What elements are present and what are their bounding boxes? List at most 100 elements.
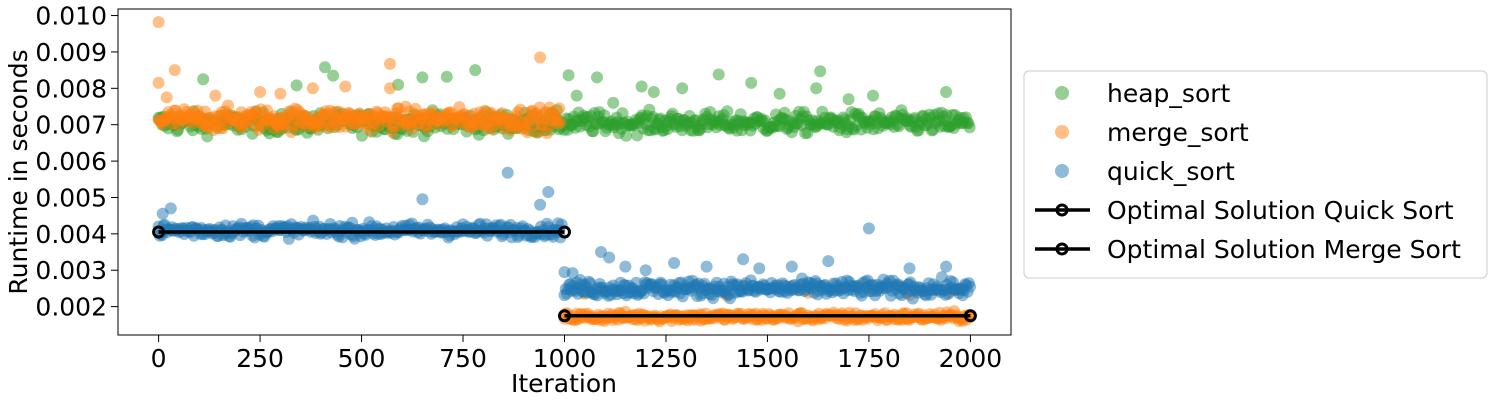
heap_sort-point <box>591 71 603 84</box>
y-axis-ticks: 0.002 0.003 0.004 0.005 0.006 0.007 0.008 0.009… <box>35 2 118 322</box>
legend-entry-heap_sort: heap_sort <box>1055 79 1231 108</box>
merge_sort-point <box>254 86 267 98</box>
heap_sort-point <box>635 80 648 93</box>
quick_sort-point <box>903 262 916 275</box>
merge_sort-point <box>554 116 567 129</box>
quick_sort-point <box>554 231 567 244</box>
quick_sort-point <box>619 260 632 273</box>
legend-frame <box>1023 70 1488 279</box>
heap_sort-point <box>676 82 689 95</box>
merge_sort-point <box>534 51 547 64</box>
quick_sort-point <box>534 198 547 211</box>
y-axis-title: Runtime in seconds <box>4 49 33 294</box>
quick_sort-point <box>416 193 429 206</box>
series-quick_sort <box>152 166 976 305</box>
heap_sort-point <box>416 71 429 84</box>
quick_sort-point <box>862 222 875 235</box>
y-tick-label: 0.009 <box>35 38 107 67</box>
merge_sort-point <box>152 16 165 29</box>
x-tick-label: 2000 <box>939 344 1003 373</box>
heap_sort-point <box>647 86 660 98</box>
merge_sort-point <box>209 89 222 102</box>
quick_sort-point <box>668 257 681 269</box>
quick_sort-point <box>737 253 750 266</box>
heap_sort-point <box>290 79 303 92</box>
merge_sort-point <box>339 80 352 93</box>
merge_sort-point <box>553 102 566 115</box>
y-tick-label: 0.005 <box>35 183 107 212</box>
heap_sort-point <box>327 69 340 82</box>
legend: heap_sort merge_sort quick_sort Optimal Sol… <box>1023 70 1488 279</box>
x-axis-ticks: 0 250 500 750 1000 1250 1500 1750 2000 <box>151 335 1003 373</box>
heap_sort-point <box>721 105 734 118</box>
legend-marker <box>1055 164 1069 178</box>
legend-label: merge_sort <box>1107 118 1249 147</box>
heap_sort-point <box>620 129 633 142</box>
heap_sort-point <box>440 70 453 83</box>
series-merge_sort <box>152 16 976 328</box>
legend-marker <box>1055 242 1069 256</box>
legend-label: heap_sort <box>1107 79 1231 108</box>
optimal-lines <box>152 225 977 323</box>
legend-entry-optimal-solution-quick-sort: Optimal Solution Quick Sort <box>1035 196 1454 225</box>
x-tick-label: 1250 <box>634 344 698 373</box>
quick_sort-point <box>940 260 953 273</box>
quick_sort-point <box>639 264 652 277</box>
merge_sort-point <box>222 99 234 112</box>
merge_sort-point <box>384 57 396 70</box>
quick_sort-point <box>566 267 579 280</box>
legend-marker <box>1055 125 1069 139</box>
heap_sort-point <box>562 69 575 82</box>
merge_sort-point <box>152 76 165 89</box>
quick_sort-point <box>822 255 835 268</box>
heap_sort-point <box>814 65 827 78</box>
x-tick-label: 1000 <box>533 344 597 373</box>
heap_sort-point <box>319 61 331 74</box>
y-tick-label: 0.007 <box>35 111 107 140</box>
legend-label: Optimal Solution Quick Sort <box>1107 196 1454 225</box>
x-tick-label: 1500 <box>736 344 800 373</box>
optimal-solution-quick-sort-marker <box>558 225 571 239</box>
merge_sort-point <box>160 91 173 104</box>
y-tick-label: 0.004 <box>35 220 107 249</box>
heap_sort-point <box>842 93 855 106</box>
legend-entry-optimal-solution-merge-sort: Optimal Solution Merge Sort <box>1035 235 1461 264</box>
x-tick-label: 0 <box>151 344 167 373</box>
merge_sort-point <box>514 103 527 116</box>
heap_sort-point <box>963 121 976 134</box>
quick_sort-point <box>753 262 766 275</box>
heap_sort-point <box>745 76 758 89</box>
y-tick-label: 0.003 <box>35 256 107 285</box>
optimal-solution-merge-sort-marker <box>558 309 571 323</box>
quick_sort-point <box>542 186 555 198</box>
quick_sort-point <box>964 280 976 293</box>
legend-entry-merge_sort: merge_sort <box>1055 118 1249 147</box>
quick_sort-point <box>700 260 713 273</box>
x-tick-label: 1750 <box>837 344 901 373</box>
x-tick-label: 250 <box>236 344 284 373</box>
merge_sort-point <box>384 82 396 95</box>
quick_sort-point <box>603 251 616 264</box>
x-tick-label: 500 <box>338 344 386 373</box>
heap_sort-point <box>570 89 583 102</box>
heap_sort-point <box>940 86 953 98</box>
merge_sort-point <box>274 87 287 100</box>
optimal-solution-quick-sort-marker <box>152 225 166 239</box>
legend-label: Optimal Solution Merge Sort <box>1107 235 1461 264</box>
legend-marker <box>1055 86 1069 100</box>
legend-label: quick_sort <box>1107 157 1235 186</box>
x-axis-title: Iteration <box>511 369 617 398</box>
y-tick-label: 0.008 <box>35 74 107 103</box>
heap_sort-point <box>867 89 879 102</box>
y-tick-label: 0.002 <box>35 293 107 322</box>
quick_sort-point <box>501 166 514 179</box>
heap_sort-point <box>607 96 620 109</box>
merge_sort-point <box>306 82 319 95</box>
heap_sort-point <box>469 64 482 77</box>
heap_sort-point <box>712 68 725 81</box>
heap_sort-point <box>773 87 786 100</box>
quick_sort-point <box>164 202 177 215</box>
merge_sort-point <box>168 64 181 77</box>
x-tick-label: 750 <box>439 344 487 373</box>
